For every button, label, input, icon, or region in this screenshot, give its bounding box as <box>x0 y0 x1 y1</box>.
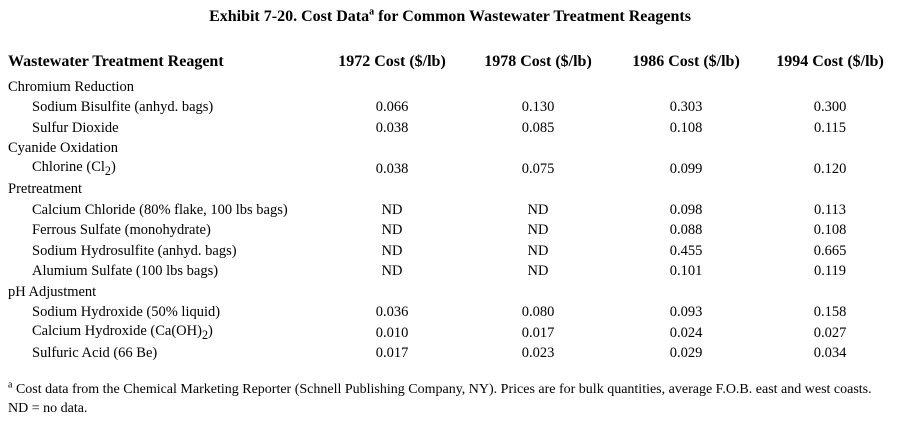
header-1978-cost: 1978 Cost ($/lb) <box>484 53 592 70</box>
reagent-name-text: Alumium Sulfate (100 lbs bags) <box>32 263 219 280</box>
cost-1994: 0.113 <box>813 201 847 218</box>
cost-1994: 0.158 <box>813 304 847 321</box>
reagent-name: Sulfur Dioxide <box>8 118 320 139</box>
reagent-cost-table: Wastewater Treatment Reagent 1972 Cost (… <box>8 53 900 364</box>
cost-1978: 0.017 <box>521 324 555 341</box>
category-label: Pretreatment <box>8 181 83 198</box>
cost-1986: 0.303 <box>669 99 703 116</box>
footnote-text: Cost data from the Chemical Marketing Re… <box>8 382 872 416</box>
cost-1972: ND <box>381 263 403 280</box>
reagent-name-text: Calcium Hydroxide (Ca(OH) <box>32 323 202 340</box>
cost-1972: 0.038 <box>375 119 409 136</box>
reagent-name: Ferrous Sulfate (monohydrate) <box>8 221 320 242</box>
header-1986-cost: 1986 Cost ($/lb) <box>632 53 740 70</box>
cost-1978: 0.023 <box>521 345 555 362</box>
reagent-name: Calcium Hydroxide (Ca(OH)2) <box>8 323 320 344</box>
cost-1972: ND <box>381 201 403 218</box>
title-text-start: Exhibit 7-20. Cost Data <box>209 8 370 25</box>
reagent-name-subscript: 2 <box>104 164 111 179</box>
reagent-name-text: Sodium Bisulfite (anhyd. bags) <box>32 99 214 116</box>
reagent-name-text: Sulfur Dioxide <box>32 119 119 136</box>
category-label: Chromium Reduction <box>8 78 135 95</box>
cost-1986: 0.029 <box>669 345 703 362</box>
table-row: Sodium Bisulfite (anhyd. bags) 0.066 0.130… <box>8 98 900 119</box>
cost-1972: ND <box>381 222 403 239</box>
cost-1986: 0.098 <box>669 201 703 218</box>
table-row: Sodium Hydroxide (50% liquid) 0.036 0.080 0… <box>8 303 900 324</box>
header-1972-cost: 1972 Cost ($/lb) <box>338 53 446 70</box>
table-row: Calcium Hydroxide (Ca(OH)2) 0.010 0.017 0.0… <box>8 323 900 344</box>
table-row: Alumium Sulfate (100 lbs bags) ND ND 0.101 0… <box>8 262 900 283</box>
reagent-name-text: Sulfuric Acid (66 Be) <box>32 345 158 362</box>
table-body: Chromium Reduction Sodium Bisulfite (anhy… <box>8 77 900 364</box>
cost-1972: 0.010 <box>375 324 409 341</box>
cost-1994: 0.119 <box>813 263 847 280</box>
cost-1994: 0.665 <box>813 242 847 259</box>
cost-1986: 0.088 <box>669 222 703 239</box>
cost-1994: 0.034 <box>813 345 847 362</box>
cost-1994: 0.300 <box>813 99 847 116</box>
cost-1994: 0.108 <box>813 222 847 239</box>
title-footnote-marker: a <box>369 6 375 18</box>
cost-1978: ND <box>527 201 549 218</box>
category-row: pH Adjustment <box>8 282 900 303</box>
cost-1986: 0.099 <box>669 160 703 177</box>
reagent-name-text: Calcium Chloride (80% flake, 100 lbs bag… <box>32 201 288 218</box>
reagent-name: Calcium Chloride (80% flake, 100 lbs bag… <box>8 200 320 221</box>
cost-1978: 0.075 <box>521 160 555 177</box>
cost-1978: ND <box>527 222 549 239</box>
cost-1986: 0.093 <box>669 304 703 321</box>
cost-1972: 0.017 <box>375 345 409 362</box>
reagent-name-subscript: 2 <box>201 328 208 343</box>
exhibit-title: Exhibit 7-20. Cost Dataa for Common Wast… <box>0 6 900 26</box>
category-row: Chromium Reduction <box>8 77 900 98</box>
reagent-name: Sodium Bisulfite (anhyd. bags) <box>8 98 320 119</box>
cost-1972: 0.038 <box>375 160 409 177</box>
footnote-marker: a <box>8 379 13 391</box>
category-row: Pretreatment <box>8 180 900 201</box>
title-text-end: for Common Wastewater Treatment Reagents <box>374 8 691 25</box>
reagent-name-suffix: ) <box>110 159 116 176</box>
reagent-name-text: Ferrous Sulfate (monohydrate) <box>32 222 211 239</box>
category-row: Cyanide Oxidation <box>8 139 900 160</box>
cost-1972: 0.036 <box>375 304 409 321</box>
reagent-name-text: Sodium Hydrosulfite (anhyd. bags) <box>32 242 237 259</box>
header-reagent: Wastewater Treatment Reagent <box>8 53 224 70</box>
reagent-name: Sulfuric Acid (66 Be) <box>8 344 320 365</box>
reagent-name-text: Sodium Hydroxide (50% liquid) <box>32 304 221 321</box>
cost-1978: 0.085 <box>521 119 555 136</box>
table-row: Calcium Chloride (80% flake, 100 lbs bag… <box>8 200 900 221</box>
reagent-name: Chlorine (Cl2) <box>8 159 320 180</box>
table-row: Sodium Hydrosulfite (anhyd. bags) ND ND 0.4… <box>8 241 900 262</box>
reagent-name-suffix: ) <box>207 323 213 340</box>
cost-1994: 0.115 <box>813 119 847 136</box>
cost-1994: 0.027 <box>813 324 847 341</box>
cost-1986: 0.024 <box>669 324 703 341</box>
table-row: Ferrous Sulfate (monohydrate) ND ND 0.088 0.… <box>8 221 900 242</box>
reagent-name: Sodium Hydroxide (50% liquid) <box>8 303 320 324</box>
table-row: Chlorine (Cl2) 0.038 0.075 0.099 0.120 <box>8 159 900 180</box>
cost-1972: ND <box>381 242 403 259</box>
cost-1972: 0.066 <box>375 99 409 116</box>
cost-1978: ND <box>527 263 549 280</box>
cost-1986: 0.108 <box>669 119 703 136</box>
cost-1978: ND <box>527 242 549 259</box>
cost-1994: 0.120 <box>813 160 847 177</box>
header-1994-cost: 1994 Cost ($/lb) <box>776 53 884 70</box>
reagent-name: Alumium Sulfate (100 lbs bags) <box>8 262 320 283</box>
cost-1986: 0.101 <box>669 263 703 280</box>
reagent-name: Sodium Hydrosulfite (anhyd. bags) <box>8 241 320 262</box>
cost-1978: 0.080 <box>521 304 555 321</box>
cost-1978: 0.130 <box>521 99 555 116</box>
category-label: pH Adjustment <box>8 283 97 300</box>
footnote: a Cost data from the Chemical Marketing … <box>8 380 888 418</box>
cost-1986: 0.455 <box>669 242 703 259</box>
table-header-row: Wastewater Treatment Reagent 1972 Cost (… <box>8 53 900 77</box>
table-row: Sulfuric Acid (66 Be) 0.017 0.023 0.029 0.03… <box>8 344 900 365</box>
category-label: Cyanide Oxidation <box>8 140 118 157</box>
table-row: Sulfur Dioxide 0.038 0.085 0.108 0.115 <box>8 118 900 139</box>
reagent-name-text: Chlorine (Cl <box>32 159 105 176</box>
